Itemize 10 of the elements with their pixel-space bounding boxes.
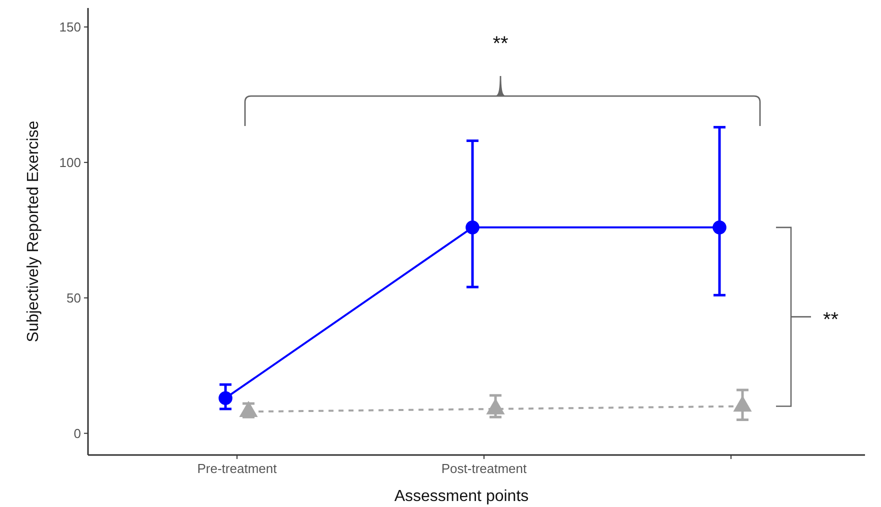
y-tick-label: 50 (66, 290, 81, 306)
y-tick-label: 100 (59, 154, 81, 170)
annotation: ** (823, 308, 839, 331)
x-tick-label: Pre-treatment (197, 461, 278, 476)
y-axis-title: Subjectively Reported Exercise (25, 120, 42, 342)
y-tick-label: 150 (59, 20, 81, 35)
annotation: ** (492, 33, 508, 56)
y-tick-label: 0 (74, 426, 81, 441)
x-tick-label: Post-treatment (441, 461, 528, 476)
x-axis-title: Assessment points (394, 488, 529, 505)
